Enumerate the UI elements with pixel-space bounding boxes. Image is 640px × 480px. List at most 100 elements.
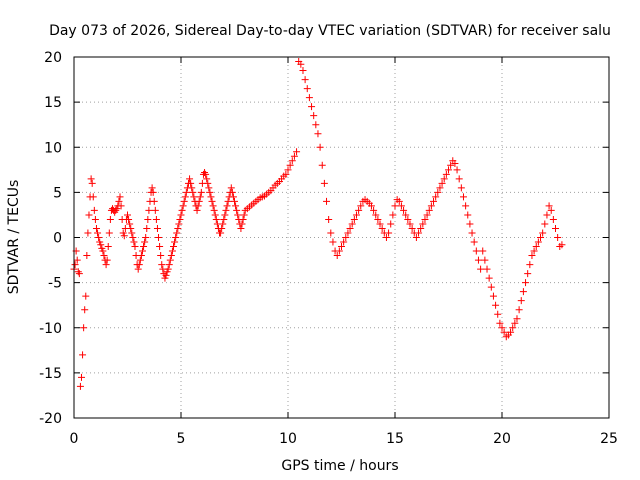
data-point [290,152,298,160]
data-point [474,256,482,264]
data-point [344,229,352,237]
data-point [195,197,203,205]
data-point [99,247,107,255]
data-point [104,243,112,251]
data-point [464,211,472,219]
chart-marks [70,58,566,390]
y-tick-label: 0 [53,231,62,247]
data-point [84,229,92,237]
data-point [385,229,393,237]
data-point [82,292,90,300]
data-point [308,103,316,111]
data-point [316,143,324,151]
data-point [329,238,337,246]
data-point [83,252,91,260]
data-point [156,243,164,251]
data-point [234,211,242,219]
data-point [221,211,229,219]
data-point [88,179,96,187]
data-point [152,215,160,223]
data-point [193,206,201,214]
data-point [357,202,365,210]
data-point [352,211,360,219]
data-point [335,247,343,255]
data-point [310,112,318,120]
data-point [129,234,137,241]
data-point [404,215,412,223]
data-point [177,211,185,219]
data-point [511,319,519,327]
data-point [528,252,536,260]
data-point [91,215,99,223]
data-point [170,243,178,251]
data-point [229,193,237,201]
data-point [212,215,220,223]
data-point [541,220,549,228]
data-point [483,265,491,273]
data-point [539,229,547,237]
data-point [532,243,540,251]
data-point [312,121,320,129]
y-tick-label: -20 [39,411,62,427]
data-point [239,215,247,223]
chart-grid [74,57,609,418]
data-point [137,252,145,260]
data-point [174,224,182,232]
data-point [419,220,427,228]
data-point [166,256,174,264]
data-point [367,202,375,210]
data-point [71,261,79,269]
data-point [522,279,530,287]
data-point [179,202,187,210]
data-point [224,197,232,205]
data-point [423,211,431,219]
x-tick-label: 10 [279,431,297,447]
data-point [489,292,497,300]
data-point [240,211,248,219]
data-point [142,234,150,241]
data-point [547,206,555,214]
y-tick-label: 10 [44,140,62,156]
data-point [197,188,205,196]
x-tick-label: 5 [177,431,186,447]
data-point [94,229,102,237]
data-point [415,229,423,237]
data-point [466,220,474,228]
data-point [432,193,440,201]
data-point [333,252,341,260]
data-point [468,229,476,237]
data-point [158,261,166,269]
data-point [162,271,170,279]
data-point [138,247,146,255]
data-point [391,202,399,210]
x-tick-label: 0 [70,431,79,447]
data-point [462,202,470,210]
data-point [207,193,215,201]
data-point [455,175,463,183]
data-point [150,197,158,205]
data-point [190,193,198,201]
data-point [79,351,87,359]
y-tick-label: -10 [39,321,62,337]
data-point [209,202,217,210]
data-point [318,161,326,169]
data-point [97,241,105,249]
data-point [85,211,93,219]
data-point [453,166,461,174]
data-point [370,206,378,214]
data-point [175,220,183,228]
data-point [376,220,384,228]
data-point [288,157,296,165]
data-point [301,76,309,84]
data-point [282,170,290,178]
data-point [140,243,148,251]
data-point [143,224,151,232]
data-point [127,224,135,232]
data-point [348,220,356,228]
data-point [125,215,133,223]
data-point [211,211,219,219]
data-point [148,184,156,192]
data-point [182,188,190,196]
data-point [372,211,380,219]
data-point [430,197,438,205]
